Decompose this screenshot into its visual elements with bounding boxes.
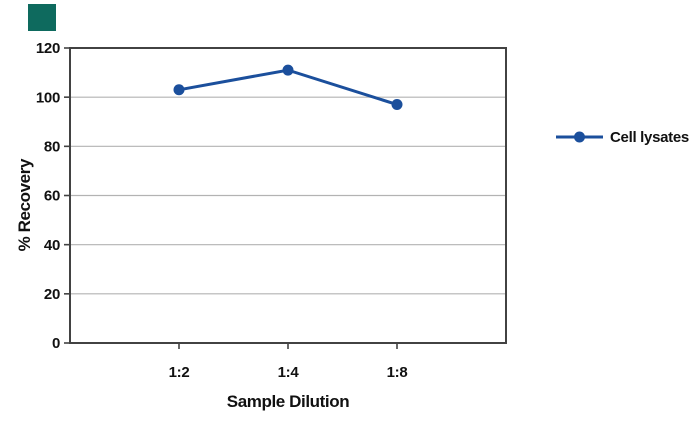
data-point (173, 84, 185, 96)
data-point (391, 99, 403, 111)
legend-label: Cell lysates (610, 128, 689, 146)
y-axis-tick-label: 0 (52, 335, 60, 352)
x-axis-tick-label: 1:4 (278, 364, 300, 381)
legend-line-marker-icon (556, 131, 603, 143)
y-axis-tick-label: 40 (44, 237, 60, 254)
x-axis-title: Sample Dilution (226, 392, 350, 411)
y-axis-tick-label: 80 (44, 139, 60, 156)
y-axis-tick-label: 60 (44, 188, 60, 205)
logo-color-swatch (28, 4, 56, 31)
x-axis-tick-label: 1:8 (387, 364, 408, 381)
y-axis-title: % Recovery (4, 48, 46, 363)
y-axis-title-text: % Recovery (15, 159, 34, 252)
y-axis-tick-label: 20 (44, 286, 60, 303)
y-axis-tick-label: 120 (36, 40, 60, 57)
y-axis-tick-label: 100 (36, 89, 60, 106)
legend: Cell lysates (556, 127, 689, 147)
legend-marker-dot (574, 131, 585, 143)
data-point (282, 64, 294, 76)
x-axis-tick-label: 1:2 (169, 364, 190, 381)
